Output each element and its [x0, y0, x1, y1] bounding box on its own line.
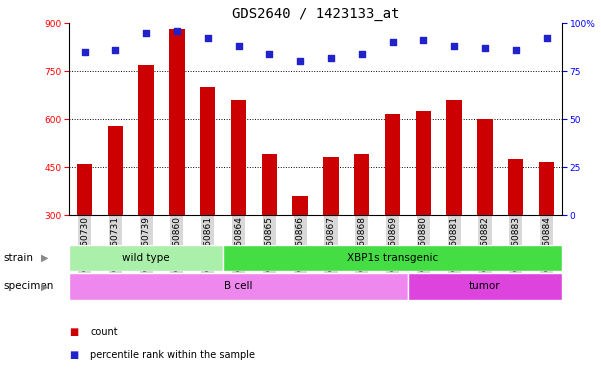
Point	[357, 51, 367, 57]
Bar	[385, 114, 400, 215]
Bar	[77, 164, 92, 215]
Point	[172, 28, 182, 34]
Bar	[323, 157, 338, 215]
Point	[511, 47, 520, 53]
Bar	[539, 162, 554, 215]
Point	[264, 51, 274, 57]
Bar	[69, 273, 408, 300]
Text: XBP1s transgenic: XBP1s transgenic	[347, 253, 438, 263]
Bar	[108, 126, 123, 215]
Text: strain: strain	[3, 253, 33, 263]
Point	[80, 49, 90, 55]
Point	[111, 47, 120, 53]
Bar	[69, 245, 223, 271]
Text: wild type: wild type	[123, 253, 170, 263]
Point	[542, 35, 551, 41]
Bar	[169, 30, 185, 215]
Point	[203, 35, 213, 41]
Bar	[477, 119, 493, 215]
Bar	[138, 65, 154, 215]
Point	[418, 37, 428, 43]
Text: percentile rank within the sample: percentile rank within the sample	[90, 350, 255, 360]
Point	[234, 43, 243, 49]
Bar	[223, 245, 562, 271]
Bar	[200, 87, 215, 215]
Point	[326, 55, 336, 61]
Point	[450, 43, 459, 49]
Bar	[416, 111, 431, 215]
Bar	[231, 100, 246, 215]
Bar	[508, 159, 523, 215]
Text: ■: ■	[69, 350, 78, 360]
Text: specimen: specimen	[3, 281, 53, 291]
Text: ▶: ▶	[41, 253, 48, 263]
Title: GDS2640 / 1423133_at: GDS2640 / 1423133_at	[232, 7, 399, 21]
Point	[295, 58, 305, 65]
Text: ■: ■	[69, 327, 78, 337]
Bar	[261, 154, 277, 215]
Text: tumor: tumor	[469, 281, 501, 291]
Bar	[447, 100, 462, 215]
Point	[141, 30, 151, 36]
Text: B cell: B cell	[224, 281, 253, 291]
Text: count: count	[90, 327, 118, 337]
Point	[480, 45, 490, 51]
Bar	[354, 154, 370, 215]
Bar	[408, 273, 562, 300]
Bar	[293, 196, 308, 215]
Text: ▶: ▶	[41, 281, 48, 291]
Point	[388, 39, 397, 45]
